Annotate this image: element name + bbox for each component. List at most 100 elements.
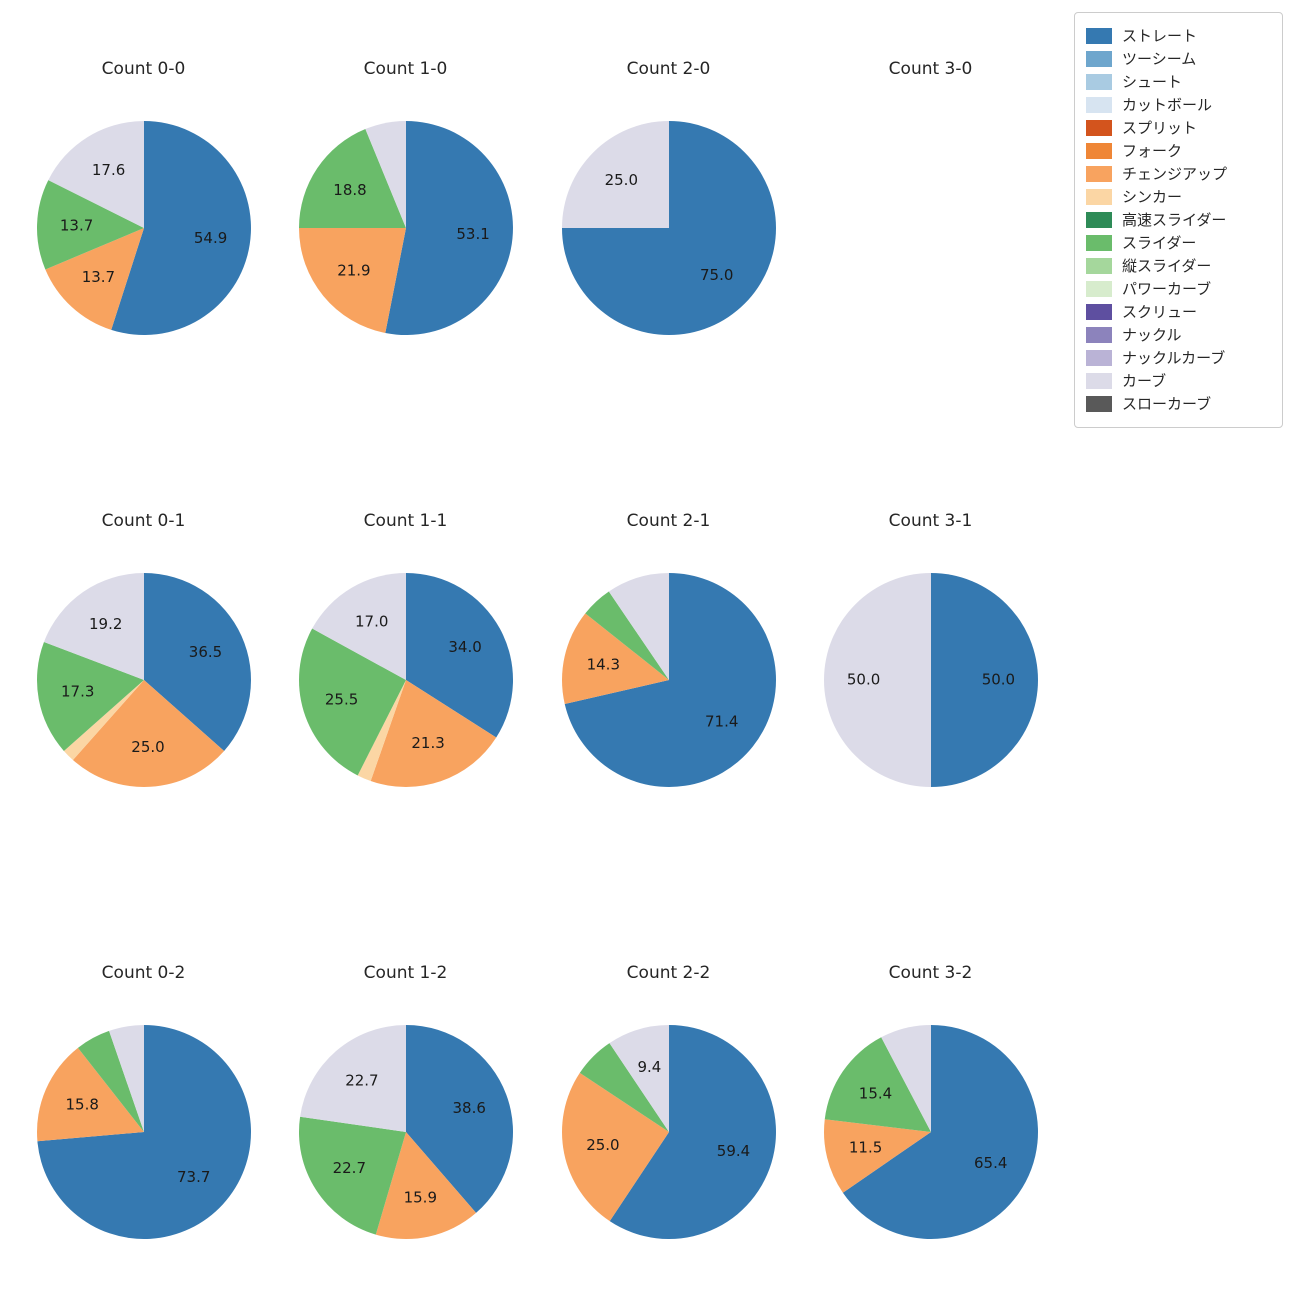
- legend-swatch: [1086, 189, 1112, 205]
- legend-item: カットボール: [1086, 96, 1266, 114]
- legend-label: パワーカーブ: [1122, 280, 1212, 298]
- pie-slice: [364, 121, 406, 228]
- pie-chart: 59.4 25.0 9.4: [561, 1025, 776, 1239]
- chart-title: Count 3-1: [888, 511, 973, 531]
- pie-slice: [298, 628, 406, 776]
- pie-slice-label: 15.9: [403, 1188, 436, 1206]
- pie-slice: [36, 641, 144, 751]
- legend-item: ナックル: [1086, 326, 1266, 344]
- pie-chart: 38.6 15.9 22.7 22.7: [298, 1025, 513, 1240]
- legend-label: 縦スライダー: [1122, 257, 1212, 275]
- chart-title: Count 3-0: [888, 59, 973, 79]
- legend-label: スクリュー: [1122, 303, 1198, 321]
- pie-slice-label: 9.4: [637, 1058, 661, 1076]
- legend-label: フォーク: [1122, 142, 1183, 160]
- pie-slice-label: 38.6: [452, 1099, 485, 1117]
- pie-slice-label: 13.7: [81, 268, 114, 286]
- chart-cell-count-3-0: Count 3-0: [799, 59, 1062, 343]
- pie-slice: [311, 573, 406, 680]
- pie-slice-label: 17.3: [60, 683, 93, 701]
- chart-cell-count-3-2: Count 3-2 65.4 11.5 15.4: [799, 963, 1062, 1247]
- pie-slice-label: 71.4: [704, 713, 737, 731]
- legend-swatch: [1086, 212, 1112, 228]
- chart-title: Count 1-0: [363, 59, 448, 79]
- legend-item: スローカーブ: [1086, 395, 1266, 413]
- chart-cell-count-2-2: Count 2-2 59.4 25.0 9.4: [537, 963, 800, 1247]
- legend-label: スローカーブ: [1122, 395, 1212, 413]
- legend-item: スライダー: [1086, 234, 1266, 252]
- legend-label: スライダー: [1122, 234, 1197, 252]
- pie-slice: [357, 680, 406, 781]
- pie-chart: 73.7 15.8: [36, 1025, 251, 1239]
- legend-label: スプリット: [1122, 119, 1198, 137]
- legend-label: シンカー: [1122, 188, 1183, 206]
- legend-item: パワーカーブ: [1086, 280, 1266, 298]
- legend-item: チェンジアップ: [1086, 165, 1266, 183]
- pie-slice: [823, 573, 931, 787]
- pie-slice: [43, 573, 144, 680]
- pie-slice: [823, 1119, 931, 1193]
- chart-cell-count-0-2: Count 0-2 73.7 15.8: [12, 963, 275, 1247]
- pie-slice: [609, 1025, 776, 1239]
- legend-swatch: [1086, 51, 1112, 67]
- pie-chart: 36.5 25.0 17.3 19.2: [36, 573, 251, 787]
- legend-item: ストレート: [1086, 27, 1266, 45]
- chart-title: Count 0-1: [101, 511, 186, 531]
- pie-slice: [561, 1072, 669, 1222]
- pie-slice: [584, 591, 669, 680]
- pie-slice: [298, 1116, 406, 1235]
- pie-chart: 34.0 21.3 25.5 17.0: [298, 573, 513, 788]
- pie-slice-label: 11.5: [848, 1139, 881, 1157]
- legend-label: ツーシーム: [1122, 50, 1197, 68]
- pie-slice: [77, 1030, 144, 1132]
- pie-chart: 65.4 11.5 15.4: [823, 1025, 1038, 1239]
- pie-slice-label: 22.7: [332, 1159, 365, 1177]
- legend-swatch: [1086, 350, 1112, 366]
- pie-slice: [384, 121, 513, 335]
- chart-title: Count 0-2: [101, 963, 186, 983]
- pie-chart: [816, 113, 1046, 343]
- legend-swatch: [1086, 235, 1112, 251]
- pie-slice-label: 75.0: [699, 266, 732, 284]
- legend-label: シュート: [1122, 73, 1183, 91]
- chart-cell-count-1-2: Count 1-2 38.6 15.9 22.7 22.7: [274, 963, 537, 1247]
- legend-swatch: [1086, 143, 1112, 159]
- pie-slice-label: 36.5: [188, 643, 221, 661]
- legend: ストレートツーシームシュートカットボールスプリットフォークチェンジアップ シンカー…: [1074, 12, 1283, 428]
- legend-item: 高速スライダー: [1086, 211, 1266, 229]
- chart-title: Count 0-0: [101, 59, 186, 79]
- legend-item: シュート: [1086, 73, 1266, 91]
- legend-item: スクリュー: [1086, 303, 1266, 321]
- legend-swatch: [1086, 166, 1112, 182]
- legend-swatch: [1086, 97, 1112, 113]
- pie-slice: [608, 573, 669, 680]
- pie-slice: [298, 228, 406, 333]
- legend-label: ストレート: [1122, 27, 1198, 45]
- legend-label: カーブ: [1122, 372, 1167, 390]
- pie-slice: [298, 129, 406, 228]
- legend-swatch: [1086, 373, 1112, 389]
- chart-title: Count 3-2: [888, 963, 973, 983]
- pie-slice: [405, 1025, 513, 1213]
- chart-cell-count-2-1: Count 2-1 71.4 14.3: [537, 511, 800, 795]
- pie-slice: [47, 121, 144, 228]
- legend-swatch: [1086, 74, 1112, 90]
- pie-slice: [930, 573, 1038, 787]
- pie-slice-label: 19.2: [88, 615, 121, 633]
- pie-slice: [608, 1025, 669, 1132]
- pie-slice-label: 22.7: [345, 1072, 378, 1090]
- pie-slice: [36, 1025, 251, 1239]
- pie-slice-label: 34.0: [448, 638, 481, 656]
- legend-item: ナックルカーブ: [1086, 349, 1266, 367]
- pie-slice: [561, 121, 669, 228]
- pie-slice-label: 15.4: [858, 1084, 891, 1102]
- legend-item: シンカー: [1086, 188, 1266, 206]
- pie-slice: [880, 1025, 931, 1132]
- legend-swatch: [1086, 281, 1112, 297]
- legend-label: チェンジアップ: [1122, 165, 1228, 183]
- pie-slice: [370, 680, 496, 788]
- pie-slice-label: 13.7: [59, 216, 92, 234]
- pie-slice-label: 17.6: [91, 161, 124, 179]
- pie-slice-label: 53.1: [456, 225, 489, 243]
- chart-cell-count-0-0: Count 0-0 54.9 13.7 13.7 17.6: [12, 59, 275, 343]
